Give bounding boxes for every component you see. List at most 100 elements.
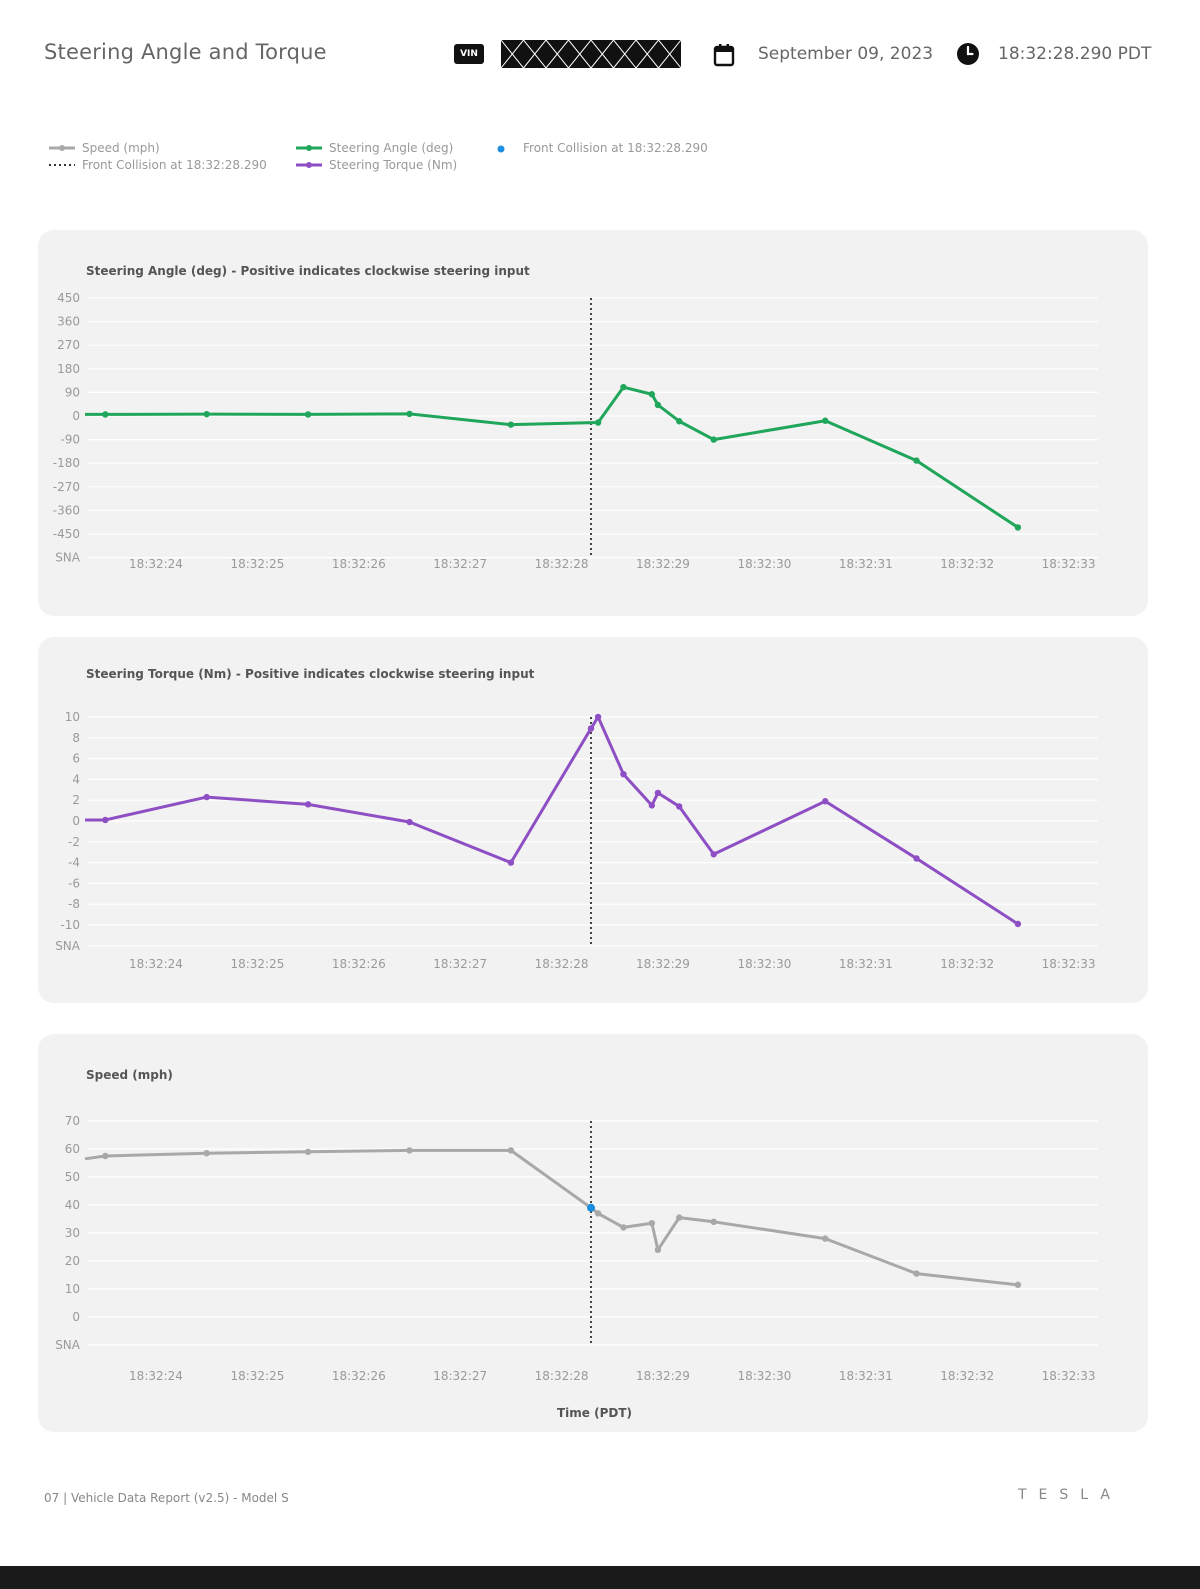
angle-data-point bbox=[654, 401, 662, 409]
angle-data-point bbox=[406, 410, 413, 418]
torque-data-point bbox=[913, 855, 920, 862]
angle-data-point bbox=[1014, 524, 1022, 531]
footer-report-info: 07 | Vehicle Data Report (v2.5) - Model … bbox=[44, 1491, 289, 1505]
legend-speed-label: Speed (mph) bbox=[82, 141, 160, 155]
angle-x-tick-label: 18:32:33 bbox=[1042, 557, 1096, 571]
torque-x-tick-label: 18:32:30 bbox=[737, 957, 791, 971]
speed-x-tick-label: 18:32:24 bbox=[129, 1369, 183, 1383]
speed-data-point bbox=[594, 1210, 602, 1217]
torque-y-tick-label: 10 bbox=[65, 710, 80, 724]
angle-x-tick-label: 18:32:25 bbox=[230, 557, 284, 571]
speed-y-tick-label: 50 bbox=[65, 1170, 80, 1184]
angle-data-point bbox=[710, 436, 717, 443]
angle-data-point bbox=[648, 391, 656, 398]
speed-data-point bbox=[620, 1224, 627, 1231]
speed-data-point bbox=[507, 1147, 515, 1154]
angle-y-tick-label: 90 bbox=[65, 385, 80, 399]
angle-y-tick-label: SNA bbox=[55, 551, 81, 565]
torque-data-point bbox=[507, 859, 515, 866]
legend-collision-point-label: Front Collision at 18:32:28.290 bbox=[523, 141, 708, 155]
legend-dotted-line-icon bbox=[49, 164, 75, 166]
speed-y-tick-label: 30 bbox=[65, 1226, 80, 1240]
torque-x-tick-label: 18:32:26 bbox=[332, 957, 386, 971]
torque-y-tick-label: SNA bbox=[55, 939, 81, 953]
torque-series-line bbox=[85, 715, 1019, 926]
torque-x-tick-label: 18:32:24 bbox=[129, 957, 183, 971]
torque-data-point bbox=[648, 802, 656, 809]
steering-angle-chart: 450 360 270 180 90 0 -90 -180 -270 -360 -450 SNA 18:… bbox=[53, 291, 1098, 571]
speed-y-tick-label: 60 bbox=[65, 1142, 80, 1156]
torque-y-tick-label: 2 bbox=[72, 793, 80, 807]
angle-y-tick-label: -180 bbox=[53, 456, 80, 470]
legend-speed-icon bbox=[49, 145, 75, 151]
torque-y-tick-label: 4 bbox=[72, 772, 80, 786]
steering-angle-panel: Steering Angle (deg) - Positive indicate… bbox=[38, 230, 1148, 616]
calendar-icon bbox=[713, 44, 735, 67]
report-time: 18:32:28.290 PDT bbox=[998, 44, 1152, 64]
torque-x-tick-label: 18:32:25 bbox=[230, 957, 284, 971]
bottom-bar bbox=[0, 1566, 1200, 1589]
speed-data-point bbox=[648, 1220, 656, 1227]
vin-badge: VIN bbox=[454, 44, 484, 64]
torque-y-tick-label: -6 bbox=[68, 876, 80, 890]
torque-data-point bbox=[822, 798, 829, 805]
speed-data-point bbox=[406, 1147, 413, 1154]
steering-torque-panel: Steering Torque (Nm) - Positive indicate… bbox=[38, 637, 1148, 1003]
angle-y-tick-label: 180 bbox=[57, 362, 80, 376]
speed-x-tick-label: 18:32:26 bbox=[332, 1369, 386, 1383]
speed-series-line bbox=[84, 1148, 1019, 1287]
torque-y-tick-label: -2 bbox=[68, 835, 80, 849]
angle-y-tick-label: -360 bbox=[53, 503, 80, 517]
torque-x-tick-label: 18:32:27 bbox=[433, 957, 487, 971]
legend-steering-angle-label: Steering Angle (deg) bbox=[329, 141, 454, 155]
speed-x-tick-label: 18:32:31 bbox=[839, 1369, 893, 1383]
speed-panel: Speed (mph) 70 60 50 40 30 20 10 0 SNA 18:32:24 18… bbox=[38, 1034, 1148, 1432]
speed-y-tick-label: 40 bbox=[65, 1198, 80, 1212]
speed-x-tick-label: 18:32:25 bbox=[230, 1369, 284, 1383]
tesla-logo: TESLA bbox=[1018, 1487, 1122, 1503]
angle-y-tick-label: -270 bbox=[53, 480, 80, 494]
torque-x-tick-label: 18:32:33 bbox=[1042, 957, 1096, 971]
legend-torque-icon bbox=[296, 162, 322, 168]
speed-data-point bbox=[710, 1218, 717, 1225]
angle-y-tick-label: 0 bbox=[72, 409, 80, 423]
speed-data-point bbox=[913, 1270, 920, 1277]
speed-data-point bbox=[654, 1246, 662, 1253]
collision-point bbox=[587, 1203, 596, 1212]
torque-data-point bbox=[620, 771, 627, 778]
angle-x-tick-label: 18:32:27 bbox=[433, 557, 487, 571]
torque-y-tick-label: -4 bbox=[68, 856, 80, 870]
speed-data-point bbox=[676, 1214, 683, 1221]
angle-series-line bbox=[85, 385, 1019, 529]
torque-x-tick-label: 18:32:28 bbox=[535, 957, 589, 971]
angle-y-tick-label: -90 bbox=[60, 433, 80, 447]
vin-redacted-icon bbox=[501, 40, 681, 68]
legend-collision-line-label: Front Collision at 18:32:28.290 bbox=[82, 158, 267, 172]
speed-y-tick-label: 20 bbox=[65, 1254, 80, 1268]
legend-angle-icon bbox=[296, 145, 322, 151]
speed-data-point bbox=[304, 1148, 312, 1155]
speed-chart: 70 60 50 40 30 20 10 0 SNA 18:32:24 18:32:25 18:32:… bbox=[55, 1114, 1098, 1383]
angle-x-tick-label: 18:32:28 bbox=[535, 557, 589, 571]
speed-y-tick-label: 10 bbox=[65, 1282, 80, 1296]
torque-data-point bbox=[406, 818, 413, 826]
angle-x-tick-label: 18:32:30 bbox=[737, 557, 791, 571]
torque-y-tick-label: 0 bbox=[72, 814, 80, 828]
torque-data-point bbox=[304, 801, 312, 808]
speed-x-tick-label: 18:32:27 bbox=[433, 1369, 487, 1383]
torque-data-point bbox=[102, 816, 109, 824]
steering-torque-chart: 10 8 6 4 2 0 -2 -4 -6 -8 -10 SNA 18:32:24 18:32:25 18:… bbox=[55, 710, 1098, 971]
speed-x-tick-label: 18:32:32 bbox=[940, 1369, 994, 1383]
report-header: Steering Angle and Torque VIN September … bbox=[0, 0, 1200, 110]
torque-y-tick-label: -10 bbox=[60, 918, 80, 932]
speed-y-tick-label: 0 bbox=[72, 1310, 80, 1324]
torque-y-tick-label: -8 bbox=[68, 897, 80, 911]
torque-data-point bbox=[676, 803, 683, 810]
page-title: Steering Angle and Torque bbox=[44, 40, 327, 64]
torque-data-point bbox=[594, 713, 602, 721]
speed-x-tick-label: 18:32:28 bbox=[535, 1369, 589, 1383]
speed-data-point bbox=[822, 1235, 829, 1242]
steering-torque-chart-title: Steering Torque (Nm) - Positive indicate… bbox=[86, 667, 535, 681]
speed-chart-title: Speed (mph) bbox=[86, 1068, 173, 1082]
speed-x-axis-label: Time (PDT) bbox=[557, 1406, 633, 1420]
